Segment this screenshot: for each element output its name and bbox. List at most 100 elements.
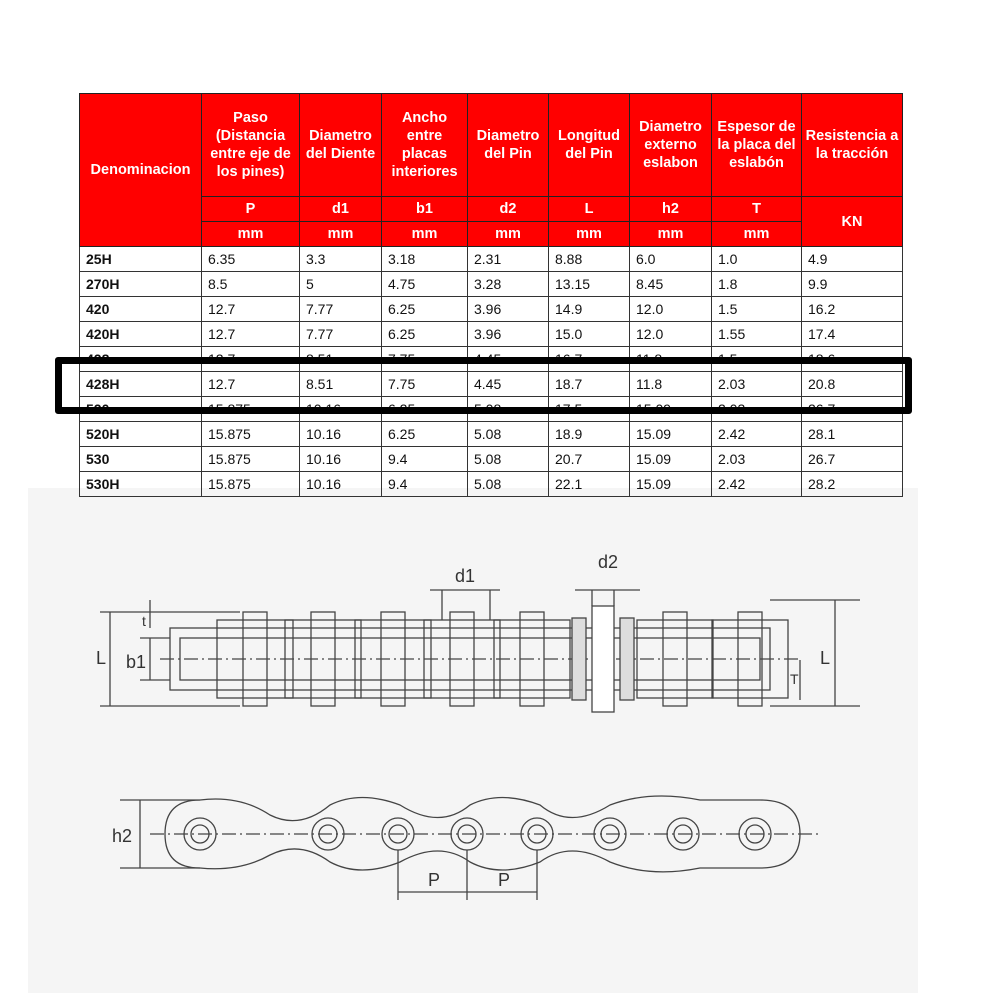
label-l-left: L [96, 648, 106, 668]
cell-value: 1.55 [711, 321, 802, 347]
symbol-header: T [711, 196, 802, 222]
label-d1: d1 [455, 566, 475, 586]
label-d2: d2 [598, 552, 618, 572]
chain-side-view [120, 795, 820, 900]
column-header: Espesor de la placa del eslabón [711, 93, 802, 197]
column-header: Diametro externo eslabon [629, 93, 712, 197]
pin-hole [457, 824, 477, 844]
link-plate [216, 619, 294, 699]
pin-hole [190, 824, 210, 844]
link-plate [354, 619, 432, 699]
unit-header: mm [381, 221, 468, 247]
link-plate [423, 619, 501, 699]
symbol-header: L [548, 196, 630, 222]
cell-value: 15.0 [548, 321, 630, 347]
unit-header: mm [467, 221, 549, 247]
label-T: T [790, 671, 799, 687]
cell-value: 7.77 [299, 296, 382, 322]
label-b1: b1 [126, 652, 146, 672]
table-row: 270H 8.5 5 4.75 3.28 13.15 8.45 1.8 9.9 [79, 271, 903, 297]
label-l-right: L [820, 648, 830, 668]
label-p1: P [428, 870, 440, 890]
column-header: Paso (Distancia entre eje de los pines) [201, 93, 300, 197]
cell-value: 1.8 [711, 271, 802, 297]
cell-value: 6.25 [381, 421, 468, 447]
cell-value: 26.7 [801, 446, 903, 472]
link-plate [711, 619, 789, 699]
cell-value: 2.03 [711, 371, 802, 397]
cell-value: 9.4 [381, 471, 468, 497]
chain-denomination: 420H [79, 321, 202, 347]
pin [242, 611, 268, 707]
pin-hole [311, 817, 345, 851]
symbol-header: h2 [629, 196, 712, 222]
pin [737, 611, 763, 707]
cell-value: 12.7 [201, 321, 300, 347]
pin-hole [666, 817, 700, 851]
pin-hole [745, 824, 765, 844]
pin-hole [388, 824, 408, 844]
column-header: Longitud del Pin [548, 93, 630, 197]
chain-top-view [100, 589, 860, 713]
cell-value: 12.7 [201, 296, 300, 322]
link-plate [636, 619, 714, 699]
cell-value: 15.09 [629, 471, 712, 497]
cell-value: 6.25 [381, 296, 468, 322]
cell-value: 15.875 [201, 421, 300, 447]
cell-value: 4.9 [801, 246, 903, 272]
cell-value: 9.4 [381, 446, 468, 472]
chain-spec-table: Denominacion Paso (Distancia entre eje de… [79, 93, 903, 497]
cell-value: 8.5 [201, 271, 300, 297]
unit-header: mm [201, 221, 300, 247]
column-header: Ancho entre placas interiores [381, 93, 468, 197]
diagram-background [28, 488, 918, 993]
cell-value: 10.16 [299, 471, 382, 497]
cell-value: 28.1 [801, 421, 903, 447]
pin [380, 611, 406, 707]
pin-hole [593, 817, 627, 851]
column-header: Diametro del Pin [467, 93, 549, 197]
pin [310, 611, 336, 707]
pin-hole [183, 817, 217, 851]
cell-value: 8.45 [629, 271, 712, 297]
cell-value: 4.75 [381, 271, 468, 297]
column-header: Denominacion [79, 93, 202, 247]
cell-value: 3.96 [467, 321, 549, 347]
cell-value: 2.31 [467, 246, 549, 272]
unit-header: mm [299, 221, 382, 247]
highlight-box-428h [55, 357, 912, 414]
strength-unit-header: KN [801, 196, 903, 247]
cell-value: 15.875 [201, 446, 300, 472]
pin [519, 611, 545, 707]
cell-value: 2.03 [711, 446, 802, 472]
cell-value: 28.2 [801, 471, 903, 497]
link-plate [493, 619, 571, 699]
table-row: 530 15.875 10.16 9.4 5.08 20.7 15.09 2.03 26.7 [79, 446, 903, 472]
cell-value: 13.15 [548, 271, 630, 297]
cell-value: 15.875 [201, 471, 300, 497]
cell-value: 10.16 [299, 421, 382, 447]
cell-value: 2.42 [711, 471, 802, 497]
cell-value: 9.9 [801, 271, 903, 297]
cell-value: 15.09 [629, 446, 712, 472]
symbol-header: P [201, 196, 300, 222]
symbol-header: d1 [299, 196, 382, 222]
cell-value: 22.1 [548, 471, 630, 497]
pin-hole [738, 817, 772, 851]
symbol-header: d2 [467, 196, 549, 222]
link-plate [284, 619, 362, 699]
chain-denomination: 530 [79, 446, 202, 472]
pin-hole [600, 824, 620, 844]
label-t: t [142, 613, 146, 629]
cell-value: 7.77 [299, 321, 382, 347]
cell-value: 6.35 [201, 246, 300, 272]
column-header: Resistencia a la tracción [801, 93, 903, 197]
label-h2: h2 [112, 826, 132, 846]
pin-hole [673, 824, 693, 844]
pin [449, 611, 475, 707]
table-row: 520H 15.875 10.16 6.25 5.08 18.9 15.09 2.42 28.1 [79, 421, 903, 447]
cell-value: 10.16 [299, 446, 382, 472]
pin [662, 611, 688, 707]
label-p2: P [498, 870, 510, 890]
